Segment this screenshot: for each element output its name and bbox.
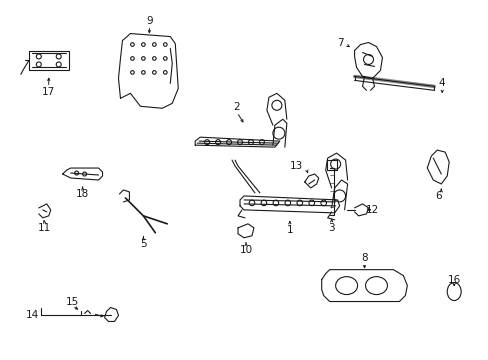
Text: 11: 11 <box>38 223 51 233</box>
Text: 17: 17 <box>42 87 55 97</box>
Text: 2: 2 <box>233 102 240 112</box>
Text: 3: 3 <box>327 223 334 233</box>
Text: 16: 16 <box>447 275 460 285</box>
Text: 7: 7 <box>337 37 343 48</box>
Text: 12: 12 <box>365 205 378 215</box>
Text: 1: 1 <box>286 225 292 235</box>
Text: 13: 13 <box>289 161 303 171</box>
Text: 18: 18 <box>76 189 89 199</box>
Text: 15: 15 <box>66 297 79 306</box>
Text: 10: 10 <box>239 245 252 255</box>
Text: 5: 5 <box>140 239 146 249</box>
Text: 6: 6 <box>434 191 441 201</box>
Text: 8: 8 <box>361 253 367 263</box>
Text: 4: 4 <box>438 78 445 88</box>
Text: 9: 9 <box>146 15 152 26</box>
Text: 14: 14 <box>26 310 40 320</box>
